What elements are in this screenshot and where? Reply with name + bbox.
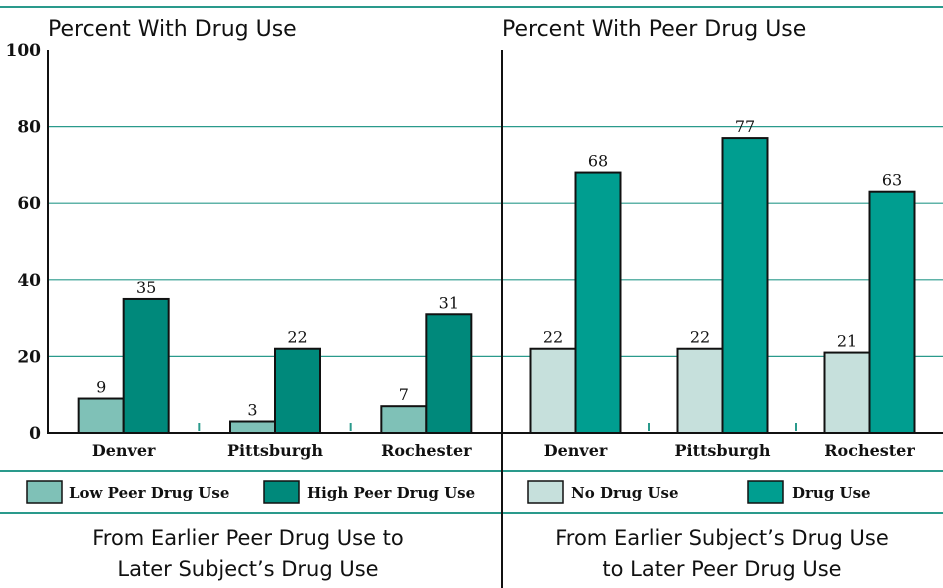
data-labels: 9 35 3 22 7 31 22 68 22 77 21 63 (96, 117, 902, 419)
data-label: 22 (690, 328, 710, 347)
legend-swatch-high-peer (263, 480, 300, 504)
y-tick-label: 100 (6, 41, 42, 61)
bar-high-peer-drug-use-pittsburgh (274, 347, 321, 434)
y-axis-ticks: 0 20 40 60 80 100 (6, 41, 42, 444)
legend-swatch-drug (747, 480, 784, 504)
data-label: 31 (439, 293, 459, 312)
bar-high-peer-drug-use-rochester (425, 313, 473, 434)
x-tick-label: Pittsburgh (227, 441, 323, 460)
data-label: 22 (287, 328, 307, 347)
left-caption-line-1: From Earlier Peer Drug Use to (92, 526, 404, 550)
x-tick-label: Denver (544, 441, 608, 460)
left-legend: Low Peer Drug Use High Peer Drug Use (26, 480, 475, 504)
bar-drug-use-denver (574, 171, 622, 434)
right-caption-line-1: From Earlier Subject’s Drug Use (555, 526, 889, 550)
data-label: 9 (96, 378, 106, 397)
bar-drug-use-pittsburgh (721, 137, 769, 434)
bar-low-peer-drug-use-denver (77, 397, 125, 434)
legend-swatch-low-peer (26, 480, 63, 504)
bar-high-peer-drug-use-denver (122, 297, 170, 435)
x-tick-label: Rochester (824, 441, 915, 460)
y-tick-label: 0 (29, 424, 41, 444)
right-legend: No Drug Use Drug Use (527, 480, 871, 504)
bar-no-drug-use-pittsburgh (676, 347, 724, 434)
y-tick-label: 80 (17, 118, 41, 138)
bar-no-drug-use-rochester (823, 351, 871, 435)
data-label: 3 (247, 401, 257, 420)
data-label: 22 (543, 328, 563, 347)
y-tick-label: 40 (17, 271, 41, 291)
data-label: 77 (735, 117, 755, 136)
bar-low-peer-drug-use-rochester (380, 405, 428, 435)
right-caption-line-2: to Later Peer Drug Use (602, 557, 841, 581)
legend-label-low-peer: Low Peer Drug Use (69, 484, 229, 502)
x-tick-label: Rochester (381, 441, 472, 460)
bar-drug-use-rochester (868, 190, 916, 434)
gridlines (48, 125, 943, 357)
legend-label-no-drug: No Drug Use (571, 484, 679, 502)
legend-label-high-peer: High Peer Drug Use (307, 484, 475, 502)
x-tick-label: Denver (92, 441, 156, 460)
legend-swatch-no-drug (527, 480, 564, 504)
y-tick-label: 20 (17, 347, 41, 367)
left-caption-line-2: Later Subject’s Drug Use (117, 557, 378, 581)
data-label: 35 (136, 278, 156, 297)
bar-no-drug-use-denver (529, 347, 577, 434)
data-label: 21 (837, 332, 857, 351)
data-label: 63 (882, 171, 902, 190)
data-label: 7 (399, 385, 409, 404)
bars (77, 137, 916, 435)
left-chart-title: Percent With Drug Use (48, 17, 297, 42)
legend-label-drug: Drug Use (792, 484, 871, 502)
data-label: 68 (588, 152, 608, 171)
x-tick-label: Pittsburgh (675, 441, 771, 460)
y-tick-label: 60 (17, 194, 41, 214)
bar-low-peer-drug-use-pittsburgh (229, 420, 276, 435)
x-axis-ticks: Denver Pittsburgh Rochester Denver Pittsburg… (92, 423, 915, 460)
right-chart-title: Percent With Peer Drug Use (502, 17, 806, 42)
